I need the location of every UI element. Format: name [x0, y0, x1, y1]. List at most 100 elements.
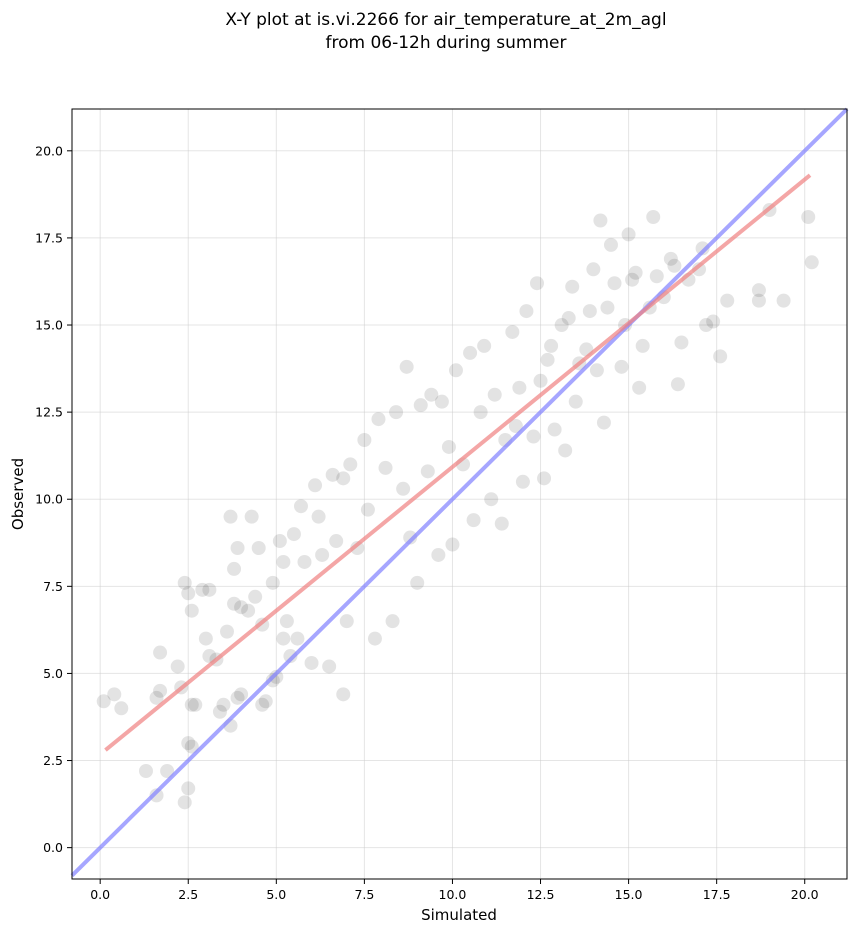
scatter-point: [649, 269, 664, 284]
scatter-point: [670, 377, 685, 392]
chart-title-line-2: from 06-12h during summer: [326, 33, 567, 53]
scatter-point: [776, 293, 791, 308]
x-tick-label: 10.0: [439, 887, 467, 902]
scatter-point: [343, 457, 358, 472]
x-tick-label: 7.5: [354, 887, 374, 902]
scatter-point: [170, 659, 185, 674]
scatter-point: [663, 251, 678, 266]
scatter-point: [234, 687, 249, 702]
scatter-point: [311, 509, 326, 524]
scatter-point: [184, 739, 199, 754]
scatter-point: [603, 237, 618, 252]
x-axis-ticks: 0.0 2.5 5.0 7.5 10.0 12.5 15.0 17.5 20.0: [90, 879, 819, 902]
scatter-point: [515, 474, 530, 489]
scatter-point: [322, 659, 337, 674]
scatter-point: [223, 509, 238, 524]
scatter-point: [554, 318, 569, 333]
scatter-point: [565, 279, 580, 294]
scatter-point: [751, 283, 766, 298]
scatter-point: [537, 471, 552, 486]
scatter-point: [198, 631, 213, 646]
x-tick-label: 15.0: [615, 887, 643, 902]
scatter-point: [336, 687, 351, 702]
scatter-point: [635, 338, 650, 353]
scatter-point: [297, 554, 312, 569]
scatter-point: [283, 649, 298, 664]
scatter-point: [202, 649, 217, 664]
scatter-point: [512, 380, 527, 395]
scatter-point: [621, 227, 636, 242]
chart-title-line-1: X-Y plot at is.vi.2266 for air_temperatu…: [225, 10, 666, 30]
scatter-point: [558, 443, 573, 458]
scatter-point: [149, 788, 164, 803]
x-tick-label: 12.5: [527, 887, 555, 902]
scatter-point: [568, 394, 583, 409]
scatter-point: [628, 265, 643, 280]
scatter-point: [508, 419, 523, 434]
scatter-point: [308, 478, 323, 493]
scatter-point: [396, 481, 411, 496]
scatter-point: [586, 262, 601, 277]
scatter-point: [445, 537, 460, 552]
scatter-point: [533, 373, 548, 388]
scatter-point: [290, 631, 305, 646]
scatter-point: [466, 513, 481, 528]
scatter-point: [699, 318, 714, 333]
scatter-point: [593, 213, 608, 228]
scatter-point: [385, 614, 400, 629]
scatter-point: [526, 429, 541, 444]
scatter-point: [487, 387, 502, 402]
scatter-point: [360, 502, 375, 517]
scatter-point: [181, 586, 196, 601]
scatter-point: [632, 380, 647, 395]
scatter-point: [251, 541, 266, 556]
scatter-point: [403, 530, 418, 545]
scatter-point: [646, 210, 661, 225]
scatter-point: [505, 324, 520, 339]
scatter-point: [212, 704, 227, 719]
scatter-point: [399, 359, 414, 374]
scatter-point: [230, 690, 245, 705]
scatter-point: [234, 600, 249, 615]
x-tick-label: 5.0: [266, 887, 286, 902]
scatter-point: [195, 582, 210, 597]
x-tick-label: 20.0: [791, 887, 819, 902]
scatter-point: [244, 509, 259, 524]
scatter-point: [720, 293, 735, 308]
y-tick-label: 12.5: [35, 405, 63, 420]
y-axis-label: Observed: [9, 458, 27, 530]
scatter-point: [149, 690, 164, 705]
scatter-point: [153, 645, 168, 660]
y-tick-label: 5.0: [43, 666, 63, 681]
scatter-point: [448, 363, 463, 378]
scatter-point: [350, 541, 365, 556]
scatter-point: [279, 614, 294, 629]
x-axis-label: Simulated: [421, 906, 497, 924]
scatter-point: [265, 673, 280, 688]
scatter-point: [600, 300, 615, 315]
scatter-point: [441, 439, 456, 454]
scatter-point: [304, 655, 319, 670]
scatter-point: [181, 781, 196, 796]
scatter-point: [463, 345, 478, 360]
scatter-point: [241, 603, 256, 618]
scatter-point: [269, 669, 284, 684]
scatter-point: [177, 795, 192, 810]
y-tick-label: 17.5: [35, 230, 63, 245]
scatter-point: [751, 293, 766, 308]
regression-line: [104, 173, 812, 752]
scatter-point: [114, 701, 129, 716]
identity-line: [70, 107, 849, 877]
scatter-point: [713, 349, 728, 364]
scatter-point: [276, 631, 291, 646]
scatter-point: [695, 241, 710, 256]
scatter-point: [315, 547, 330, 562]
scatter-point: [357, 432, 372, 447]
scatter-point: [255, 697, 270, 712]
scatter-point: [607, 276, 622, 291]
scatter-point: [596, 415, 611, 430]
scatter-point: [286, 527, 301, 542]
scatter-point: [530, 276, 544, 291]
scatter-point: [272, 534, 287, 549]
